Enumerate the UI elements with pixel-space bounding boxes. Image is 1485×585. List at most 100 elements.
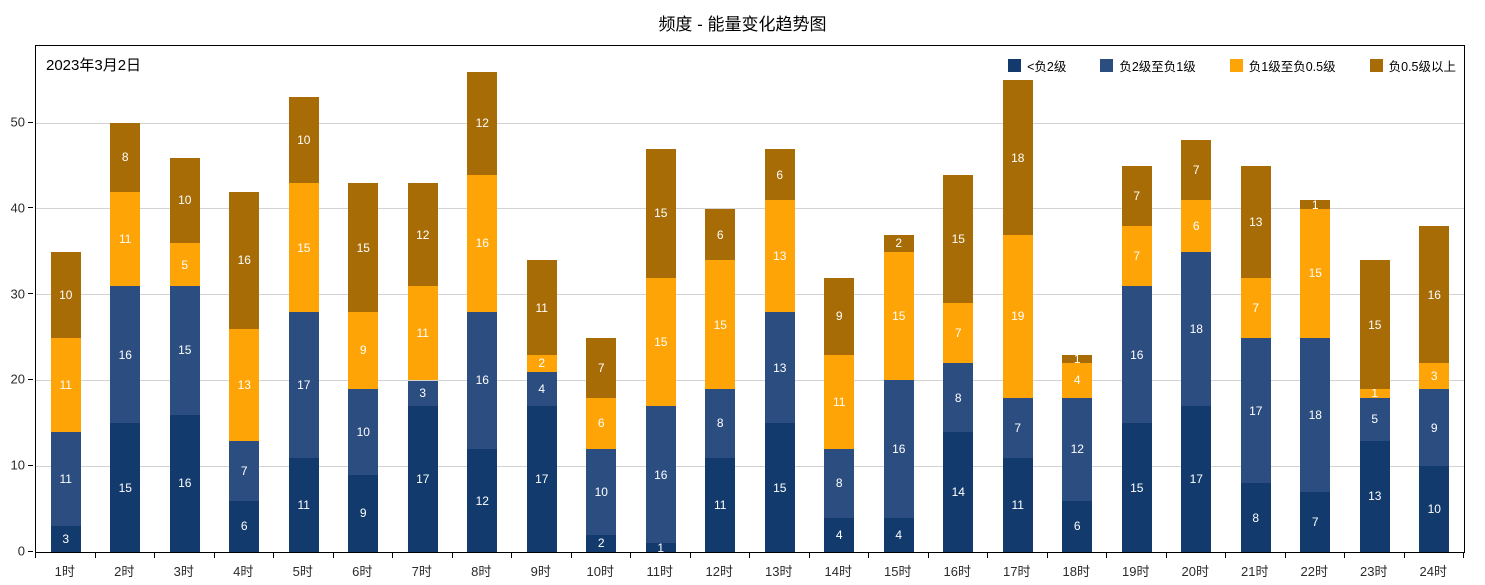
bar-segment-label: 16 xyxy=(1427,287,1441,302)
bar-segment: 6 xyxy=(764,148,795,201)
x-tick-mark xyxy=(749,552,750,558)
x-tick-mark xyxy=(1463,552,1464,558)
bar-segment: 10 xyxy=(169,157,200,244)
bar-segment: 7 xyxy=(229,440,260,501)
bar-segment-label: 10 xyxy=(594,484,608,499)
x-tick-label: 12时 xyxy=(705,564,733,579)
bar-group: 13 5 1 15 xyxy=(1345,46,1405,552)
y-tick-label: 50 xyxy=(10,114,25,130)
bar-segment: 14 xyxy=(943,431,974,552)
bar-group: 7 18 15 1 xyxy=(1286,46,1346,552)
bar-segment-label: 7 xyxy=(1252,300,1260,315)
bar-segment-label: 16 xyxy=(475,373,489,388)
x-tick-mark xyxy=(1344,552,1345,558)
y-tick-label: 10 xyxy=(10,457,25,473)
bar-segment: 16 xyxy=(645,406,676,544)
x-tick-mark xyxy=(1284,552,1286,558)
bar-segment: 19 xyxy=(1002,234,1033,398)
bar-segment: 16 xyxy=(467,311,498,450)
bar-segment: 7 xyxy=(1002,397,1033,458)
x-tick-label: 1时 xyxy=(54,564,75,579)
x-tick-label: 5时 xyxy=(292,564,313,579)
x-axis: 1时 2时 3时 4时 5时 6时 7时 8时 9时 10时 11时 12时 13时 14时 15时 16时 1… xyxy=(35,552,1464,582)
x-tick-mark xyxy=(1165,552,1167,558)
bar-segment-label: 10 xyxy=(1427,502,1441,517)
bar-segment: 12 xyxy=(1062,397,1093,501)
x-tick-label: 23时 xyxy=(1360,564,1388,579)
bar-segment-label: 6 xyxy=(716,227,724,242)
x-tick-label: 21时 xyxy=(1241,564,1269,579)
bar-segment: 15 xyxy=(705,260,736,390)
bar-segment-label: 16 xyxy=(178,476,192,491)
bar-segment-label: 14 xyxy=(951,484,965,499)
bar-segment-label: 15 xyxy=(356,240,370,255)
bar-group: 17 3 11 12 xyxy=(393,46,453,552)
bar-segment: 18 xyxy=(1181,251,1212,407)
x-tick-mark xyxy=(213,552,215,558)
bar-segment: 9 xyxy=(824,277,855,355)
x-tick-label: 18时 xyxy=(1062,564,1090,579)
x-tick-mark xyxy=(987,552,988,558)
x-tick-mark xyxy=(630,552,631,558)
bar-segment: 2 xyxy=(526,354,557,372)
bar-segment: 17 xyxy=(526,406,557,552)
x-tick-label: 7时 xyxy=(411,564,432,579)
bar-segment-label: 13 xyxy=(773,249,787,264)
bar-segment-label: 13 xyxy=(237,377,251,392)
bar-segment: 6 xyxy=(586,397,617,450)
bar-segment: 15 xyxy=(764,423,795,552)
bar-segment-label: 7 xyxy=(1133,249,1141,264)
bar-segment: 3 xyxy=(50,526,81,552)
x-tick-label: 2时 xyxy=(114,564,135,579)
x-tick-label: 20时 xyxy=(1181,564,1209,579)
y-gridline xyxy=(36,122,1464,124)
bar-segment-label: 6 xyxy=(597,416,605,431)
x-tick-label: 22时 xyxy=(1300,564,1328,579)
bar-segment-label: 18 xyxy=(1308,407,1322,422)
bar-segment-label: 1 xyxy=(1311,197,1319,212)
bar-segment-label: 15 xyxy=(1130,480,1144,495)
y-tick-mark xyxy=(28,207,33,209)
bar-segment-label: 9 xyxy=(359,343,367,358)
x-tick-label: 6时 xyxy=(352,564,373,579)
bar-segment-label: 10 xyxy=(59,287,73,302)
legend-swatch xyxy=(1100,59,1114,72)
bar-segment: 8 xyxy=(943,363,974,432)
bar-segment-label: 13 xyxy=(773,360,787,375)
bar-segment: 1 xyxy=(645,542,676,554)
legend-item[interactable]: 负2级至负1级 xyxy=(1100,56,1196,75)
bar-segment-label: 15 xyxy=(713,317,727,332)
bar-segment-label: 10 xyxy=(178,193,192,208)
legend-label: 负0.5级以上 xyxy=(1388,60,1456,74)
x-tick-label: 10时 xyxy=(586,564,614,579)
bar-segment-label: 4 xyxy=(895,527,903,542)
x-tick-mark xyxy=(1225,552,1226,558)
bar-segment-label: 1 xyxy=(1073,352,1081,367)
bar-segment: 16 xyxy=(169,414,200,552)
bar-segment-label: 16 xyxy=(475,236,489,251)
bar-segment: 10 xyxy=(348,389,379,475)
bar-segment: 15 xyxy=(1300,208,1331,338)
y-gridline xyxy=(36,465,1464,467)
x-tick-mark xyxy=(868,552,869,558)
bar-segment-label: 15 xyxy=(773,480,787,495)
y-tick-label: 20 xyxy=(10,371,25,387)
bar-segment: 17 xyxy=(407,406,438,552)
bar-segment: 11 xyxy=(50,337,81,432)
legend-item[interactable]: <负2级 xyxy=(1008,56,1066,75)
bar-group: 17 18 6 7 xyxy=(1167,46,1227,552)
x-tick-mark xyxy=(94,552,96,558)
x-tick-mark xyxy=(1046,552,1048,558)
legend-item[interactable]: 负0.5级以上 xyxy=(1369,56,1456,75)
legend-item[interactable]: 负1级至负0.5级 xyxy=(1229,56,1336,75)
x-tick-mark xyxy=(451,552,453,558)
bar-segment-label: 16 xyxy=(892,442,906,457)
x-tick-mark xyxy=(392,552,393,558)
bar-segment-label: 11 xyxy=(59,377,72,392)
bar-segment-label: 8 xyxy=(121,150,129,165)
x-tick-label: 13时 xyxy=(765,564,793,579)
x-tick-mark xyxy=(808,552,810,558)
bar-group: 11 17 15 10 xyxy=(274,46,334,552)
x-tick-mark xyxy=(332,552,334,558)
